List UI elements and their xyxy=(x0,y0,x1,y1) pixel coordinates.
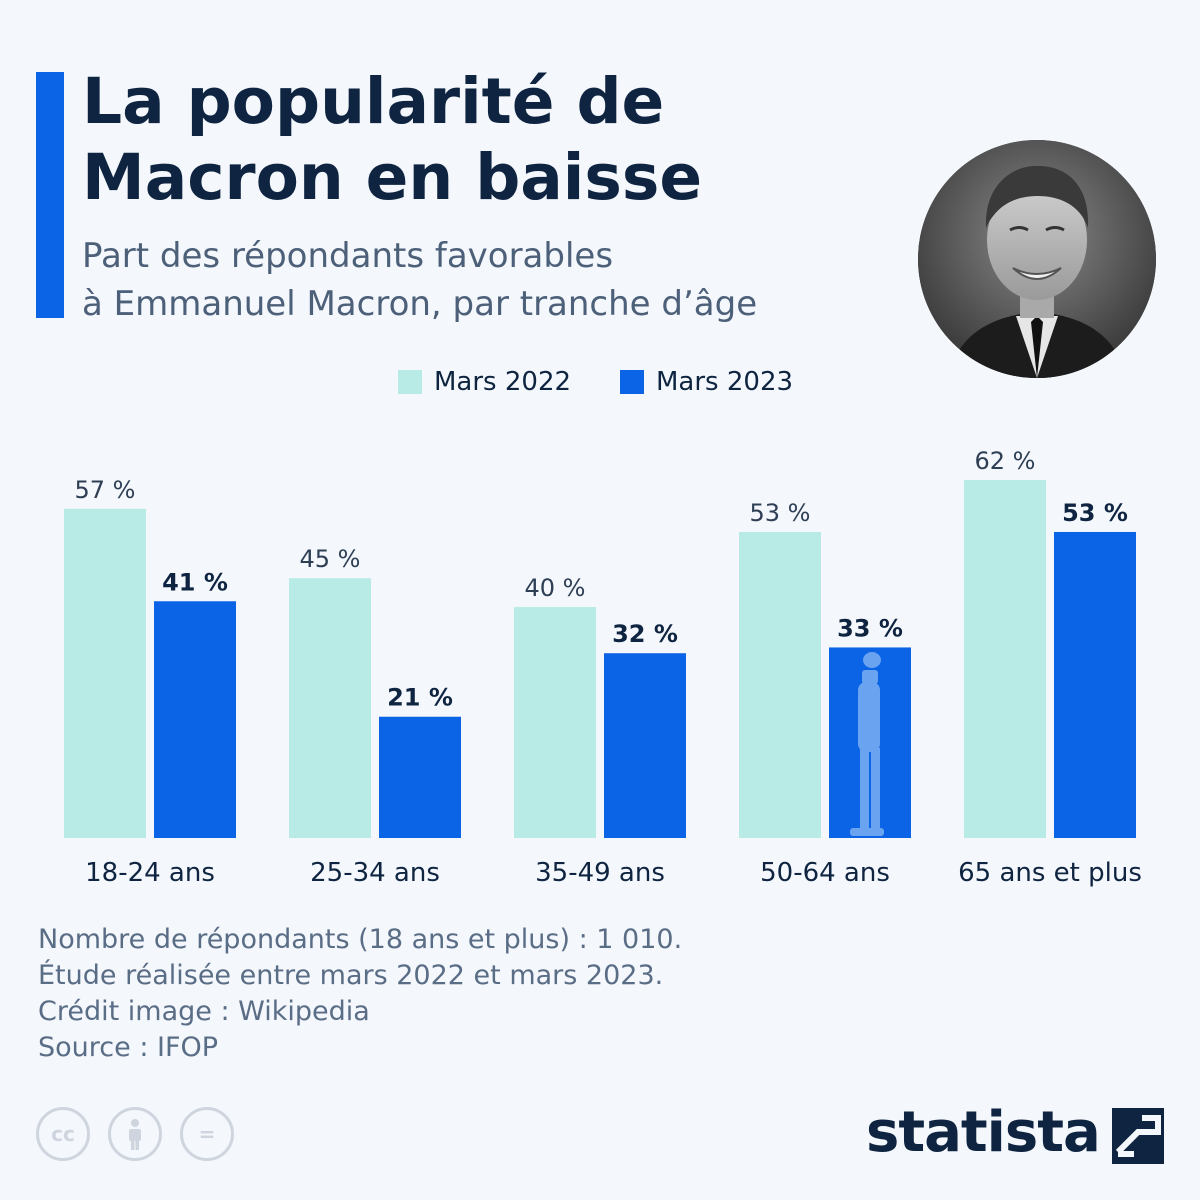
brand-name: statista xyxy=(866,1100,1101,1165)
bar-chart: 57 % 41 % 18-24 ans 45 % 21 % 25-34 ans 40 % 32… xyxy=(64,447,1142,888)
data-label-2023-4: 33 % xyxy=(837,614,903,642)
bar-2022-5 xyxy=(964,480,1046,838)
footnote-source: Source : IFOP xyxy=(38,1032,219,1063)
bar-2022-3 xyxy=(514,607,596,838)
data-label-2023-5: 53 % xyxy=(1062,499,1128,527)
category-label-3: 35-49 ans xyxy=(535,858,665,888)
portrait-photo xyxy=(918,140,1156,378)
legend-swatch-2022 xyxy=(398,370,422,394)
statista-mark-icon xyxy=(1112,1108,1164,1164)
category-label-2: 25-34 ans xyxy=(310,858,440,888)
title-accent-bar xyxy=(36,72,64,318)
bar-2023-1 xyxy=(154,601,236,838)
legend-label-2022: Mars 2022 xyxy=(434,367,572,397)
category-label-5: 65 ans et plus xyxy=(958,858,1142,888)
data-label-2022-2: 45 % xyxy=(300,545,361,573)
footnote-sample: Nombre de répondants (18 ans et plus) : … xyxy=(38,924,683,955)
attribution-icon[interactable] xyxy=(108,1107,162,1161)
no-derivatives-icon[interactable]: = xyxy=(180,1107,234,1161)
data-label-2022-1: 57 % xyxy=(75,476,136,504)
subtitle: Part des répondants favorables à Emmanue… xyxy=(82,232,882,328)
bar-2022-2 xyxy=(289,578,371,838)
page-title: La popularité de Macron en baisse xyxy=(82,65,703,214)
bar-2022-1 xyxy=(64,508,146,838)
bar-2022-4 xyxy=(739,531,821,838)
data-label-2022-5: 62 % xyxy=(975,447,1036,475)
data-label-2023-3: 32 % xyxy=(612,620,678,648)
data-label-2022-4: 53 % xyxy=(750,499,811,527)
category-label-4: 50-64 ans xyxy=(760,858,890,888)
cc-icon[interactable]: cc xyxy=(36,1107,90,1161)
legend-label-2023: Mars 2023 xyxy=(656,367,794,397)
legend-swatch-2023 xyxy=(620,370,644,394)
bar-2023-2 xyxy=(379,716,461,838)
data-label-2022-3: 40 % xyxy=(525,574,586,602)
subtitle-line-1: Part des répondants favorables xyxy=(82,236,614,276)
bar-2023-5 xyxy=(1054,531,1136,838)
subtitle-line-2: à Emmanuel Macron, par tranche d’âge xyxy=(82,284,758,324)
footnote-image-credit: Crédit image : Wikipedia xyxy=(38,996,370,1027)
person-silhouette-icon xyxy=(850,652,884,836)
category-label-1: 18-24 ans xyxy=(85,858,215,888)
data-label-2023-2: 21 % xyxy=(387,684,453,712)
footnote: Nombre de répondants (18 ans et plus) : … xyxy=(38,922,682,1066)
data-label-2023-1: 41 % xyxy=(162,568,228,596)
bar-2023-3 xyxy=(604,653,686,838)
footnote-period: Étude réalisée entre mars 2022 et mars 2… xyxy=(38,960,664,991)
